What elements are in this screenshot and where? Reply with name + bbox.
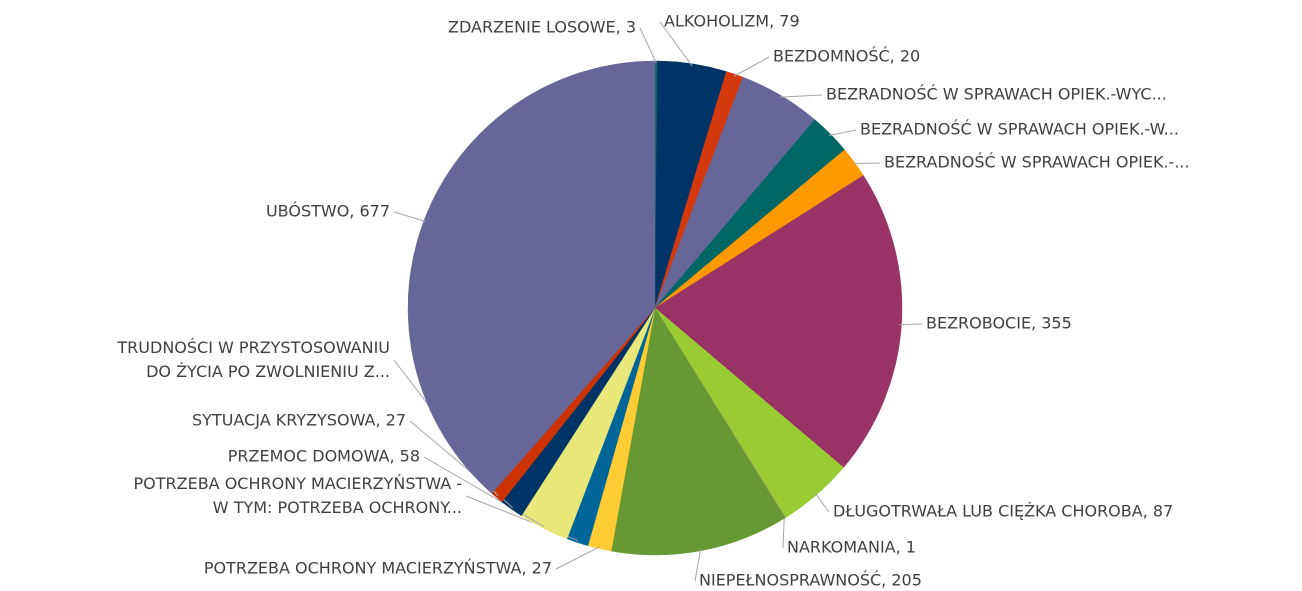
data-label-line: POTRZEBA OCHRONY MACIERZYŃSTWA -: [133, 474, 462, 493]
data-label: POTRZEBA OCHRONY MACIERZYŃSTWA - W TYM: P…: [133, 474, 462, 517]
data-label: UBÓSTWO, 677: [266, 202, 390, 221]
data-label: BEZDOMNOŚĆ, 20: [773, 47, 920, 66]
leader-line: [733, 56, 770, 77]
pie-slice: [610, 307, 786, 556]
data-label: BEZRADNOŚĆ W SPRAWACH OPIEK.-...: [884, 153, 1190, 172]
data-label: DŁUGOTRWAŁA LUB CIĘŻKA CHOROBA, 87: [833, 502, 1173, 521]
leader-line: [899, 323, 923, 326]
data-label: ZDARZENIE LOSOWE, 3: [448, 18, 636, 37]
leader-line: [814, 493, 830, 513]
leader-line: [423, 456, 545, 528]
data-label: SYTUACJA KRYZYSOWA, 27: [192, 411, 406, 430]
data-label: NARKOMANIA, 1: [787, 538, 916, 557]
leader-line: [659, 21, 693, 67]
leader-line: [393, 211, 426, 222]
data-label: BEZRADNOŚĆ W SPRAWACH OPIEK.-W...: [860, 120, 1179, 139]
leader-line: [828, 129, 857, 137]
data-label: BEZROBOCIE, 355: [926, 314, 1072, 333]
data-label: TRUDNOŚCI W PRZYSTOSOWANIU DO ŻYCIA PO ZW…: [116, 338, 390, 381]
leader-line: [782, 516, 785, 549]
data-label: PRZEMOC DOMOWA, 58: [228, 447, 420, 466]
data-label-line: TRUDNOŚCI W PRZYSTOSOWANIU: [116, 338, 390, 357]
data-label: ALKOHOLIZM, 79: [664, 12, 800, 31]
leader-line: [639, 27, 657, 64]
data-label: NIEPEŁNOSPRAWNOŚĆ, 205: [699, 571, 922, 590]
data-label: POTRZEBA OCHRONY MACIERZYŃSTWA, 27: [204, 559, 552, 578]
leader-line: [555, 546, 601, 570]
leader-line: [779, 94, 823, 98]
leader-line: [694, 548, 702, 582]
data-label-line: W TYM: POTRZEBA OCHRONY...: [213, 498, 462, 517]
data-label-line: DO ŻYCIA PO ZWOLNIENIU Z...: [146, 362, 390, 381]
data-label: BEZRADNOŚĆ W SPRAWACH OPIEK.-WYC...: [826, 85, 1167, 104]
